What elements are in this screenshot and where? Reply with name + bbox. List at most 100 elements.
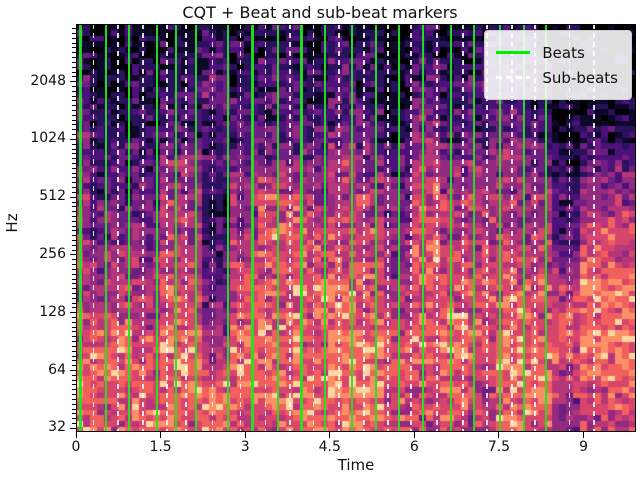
y-minor-tick — [72, 162, 76, 164]
beat-marker — [324, 24, 327, 432]
sub-beat-marker — [239, 24, 242, 432]
beat-marker — [127, 24, 131, 432]
beat-marker — [498, 24, 502, 432]
sub-beat-marker — [288, 24, 291, 432]
x-tick-label: 1.5 — [149, 439, 172, 455]
beat-marker — [276, 24, 279, 432]
legend-label-beats: Beats — [542, 43, 585, 62]
x-tick-label: 4.5 — [318, 439, 341, 455]
y-minor-tick — [72, 365, 76, 367]
y-minor-tick — [72, 398, 76, 400]
y-minor-tick — [72, 326, 76, 328]
subbeats-line-sample — [496, 76, 531, 79]
sub-beat-marker — [165, 24, 168, 432]
x-tick-label: 0 — [71, 439, 81, 455]
y-tick — [70, 312, 76, 314]
y-minor-tick — [72, 110, 76, 112]
sub-beat-marker — [387, 24, 389, 432]
y-minor-tick — [72, 374, 76, 376]
y-minor-tick — [72, 345, 76, 347]
sub-beat-marker — [337, 24, 340, 432]
y-minor-tick — [72, 268, 76, 270]
y-minor-tick — [72, 124, 76, 126]
x-tick — [160, 432, 162, 438]
y-minor-tick — [72, 341, 76, 343]
y-minor-tick — [72, 172, 76, 174]
beat-marker — [398, 24, 401, 432]
y-minor-tick — [72, 182, 76, 184]
sub-beat-marker — [436, 24, 438, 432]
y-minor-tick — [72, 389, 76, 391]
y-tick — [70, 196, 76, 198]
beat-marker — [522, 24, 525, 432]
sub-beat-marker — [568, 24, 571, 432]
y-minor-tick — [72, 148, 76, 150]
sub-beat-marker — [312, 24, 315, 432]
y-minor-tick — [72, 278, 76, 280]
y-minor-tick — [72, 105, 76, 107]
x-tick — [75, 432, 77, 438]
y-minor-tick — [72, 350, 76, 352]
x-tick-label: 6 — [409, 439, 419, 455]
x-tick — [498, 432, 500, 438]
y-minor-tick — [72, 408, 76, 410]
beat-marker — [227, 24, 230, 432]
y-tick — [70, 427, 76, 429]
beat-marker — [104, 24, 107, 432]
beat-marker — [374, 24, 378, 432]
y-minor-tick — [72, 307, 76, 309]
beat-marker — [421, 24, 424, 432]
sub-beat-marker — [185, 24, 187, 432]
y-tick-label: 128 — [39, 303, 66, 320]
y-minor-tick — [72, 85, 76, 87]
y-minor-tick — [72, 317, 76, 319]
sub-beat-marker — [410, 24, 412, 432]
legend-item-beats: Beats — [496, 40, 618, 65]
sub-beat-marker — [92, 24, 95, 432]
x-tick — [413, 432, 415, 438]
plot-area: Beats Sub-beats — [76, 24, 636, 432]
sub-beat-marker — [264, 24, 267, 432]
y-minor-tick — [72, 211, 76, 213]
x-tick — [329, 432, 331, 438]
y-minor-tick — [72, 28, 76, 30]
y-minor-tick — [72, 201, 76, 203]
y-minor-tick — [72, 177, 76, 179]
beat-marker — [449, 24, 453, 432]
y-minor-tick — [72, 240, 76, 242]
y-minor-tick — [72, 167, 76, 169]
y-minor-tick — [72, 95, 76, 97]
sub-beat-marker — [211, 24, 214, 432]
beat-marker — [79, 24, 82, 432]
y-tick-label: 256 — [39, 245, 66, 262]
y-minor-tick — [72, 336, 76, 338]
legend-item-subbeats: Sub-beats — [496, 65, 618, 90]
y-minor-tick — [72, 143, 76, 145]
beat-marker — [300, 24, 303, 432]
y-minor-tick — [72, 302, 76, 304]
y-minor-tick — [72, 191, 76, 193]
y-minor-tick — [72, 230, 76, 232]
y-tick-label: 1024 — [30, 130, 66, 147]
y-tick-label: 32 — [48, 419, 66, 436]
y-tick — [70, 138, 76, 140]
beat-marker — [195, 24, 198, 432]
y-minor-tick — [72, 61, 76, 63]
y-minor-tick — [72, 297, 76, 299]
beat-marker — [473, 24, 476, 432]
y-minor-tick — [72, 249, 76, 251]
y-minor-tick — [72, 71, 76, 73]
y-minor-tick — [72, 66, 76, 68]
y-minor-tick — [72, 90, 76, 92]
y-tick — [70, 370, 76, 371]
y-minor-tick — [72, 100, 76, 102]
y-minor-tick — [72, 215, 76, 217]
chart-title: CQT + Beat and sub-beat markers — [182, 3, 458, 22]
x-tick-label: 7.5 — [487, 439, 511, 455]
y-minor-tick — [72, 273, 76, 275]
x-tick-label: 9 — [579, 439, 588, 455]
y-minor-tick — [72, 225, 76, 227]
y-tick — [70, 81, 76, 83]
beats-line-sample — [496, 51, 531, 54]
y-minor-tick — [72, 153, 76, 155]
